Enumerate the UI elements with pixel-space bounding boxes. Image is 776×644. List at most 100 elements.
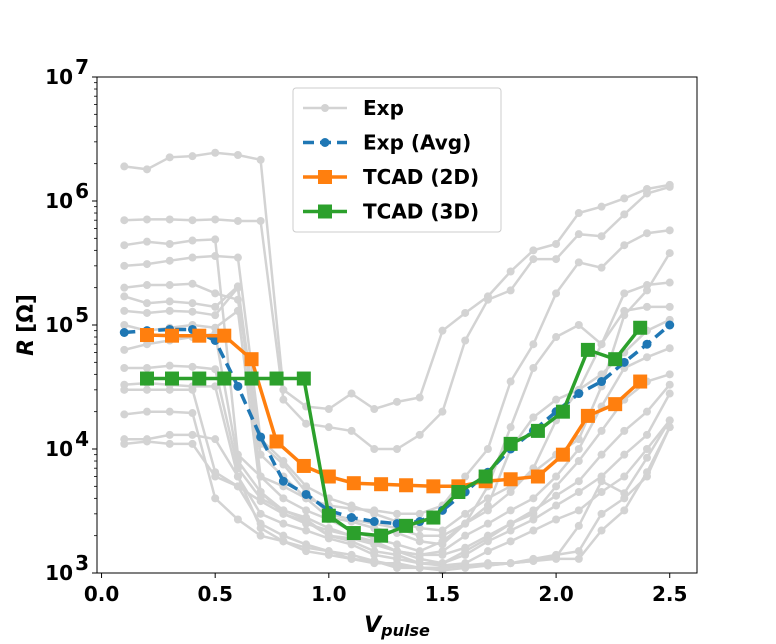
exp-point [347,554,356,563]
exp-point [643,453,651,462]
avg-point [642,339,652,349]
exp-point [665,226,674,235]
exp-point [665,370,674,379]
exp-point [256,497,265,506]
exp-point [665,416,674,425]
exp-point [370,509,379,518]
exp-point [529,526,538,535]
avg-point [256,432,266,442]
exp-curve-2 [120,182,674,453]
exp-point [552,472,561,481]
exp-point [120,283,129,292]
exp-point [665,344,674,353]
exp-point [347,540,356,549]
exp-point [256,216,265,225]
exp-point [597,370,606,379]
tcad3d-point [165,371,179,386]
exp-point [302,419,311,428]
tcad3d-point [374,528,389,543]
exp-point [120,241,129,250]
y-axis-title-unit: [Ω] [14,294,39,333]
tcad2d-point [580,408,595,423]
avg-point [369,517,379,527]
exp-point [461,472,470,481]
exp-point [643,445,651,453]
exp-point [120,439,129,448]
exp-point [597,202,606,211]
exp-point [233,150,242,159]
tcad2d-series [140,328,648,494]
exp-point [620,241,629,250]
exp-point [188,362,197,371]
exp-point [211,252,220,261]
exp-point [324,547,333,556]
tcad3d-point [580,342,595,357]
y-axis-title: R[Ω] [14,294,39,356]
exp-point [120,261,129,270]
avg-point [233,381,243,391]
exp-point [597,526,606,535]
exp-point [597,488,606,497]
exp-point [120,380,129,389]
exp-point [256,509,265,518]
exp-point [256,519,265,528]
exp-point [665,182,674,191]
exp-point [165,256,174,265]
exp-point [143,340,151,349]
exp-point [370,445,379,453]
legend: Exp Exp (Avg) TCAD (2D) TCAD (3D) [292,87,502,233]
exp-point [574,230,583,239]
exp-point [165,240,174,249]
exp-point [211,494,220,503]
exp-point [574,554,583,563]
exp-point [393,563,401,572]
exp-point [665,302,674,311]
legend-label: TCAD (3D) [363,200,479,224]
exp-point [461,563,470,572]
legend-entry-avg: Exp (Avg) [303,131,471,155]
exp-point [483,501,492,510]
exp-point [552,289,561,298]
exp-point [529,515,538,524]
exp-point [143,437,151,446]
exp-point [233,482,242,491]
exp-point [506,506,515,515]
exp-point [143,385,151,394]
exp-point [483,295,492,304]
exp-point [279,395,288,404]
exp-point [597,477,606,486]
avg-point [347,513,357,523]
tcad2d-point [296,458,311,473]
exp-point [483,519,492,528]
exp-point [143,165,151,174]
exp-point [529,506,538,515]
y-tick-label: 10 [45,313,73,337]
exp-point [665,249,674,258]
exp-point [643,407,651,416]
exp-point [120,410,129,419]
exp-point [188,439,197,448]
exp-point [211,235,220,244]
exp-point [279,460,288,469]
exp-point [211,365,220,374]
exp-point [552,333,561,342]
avg-point [278,476,288,486]
exp-point [143,237,151,246]
tcad2d-point [346,476,361,491]
exp-point [188,279,197,288]
exp-point [188,216,197,225]
tcad3d-point [608,352,623,367]
exp-point [143,308,151,317]
exp-point [165,430,174,439]
tcad2d-point [503,472,518,487]
exp-point [165,361,174,370]
exp-point [188,307,197,316]
exp-point [529,255,538,264]
exp-point [461,509,470,518]
exp-point [233,515,242,524]
y-tick-exponent: 6 [75,179,89,203]
y-tick-exponent: 4 [75,427,89,451]
y-tick-label: 10 [45,561,73,585]
tcad2d-point [633,374,648,389]
legend-label: TCAD (2D) [363,165,479,189]
